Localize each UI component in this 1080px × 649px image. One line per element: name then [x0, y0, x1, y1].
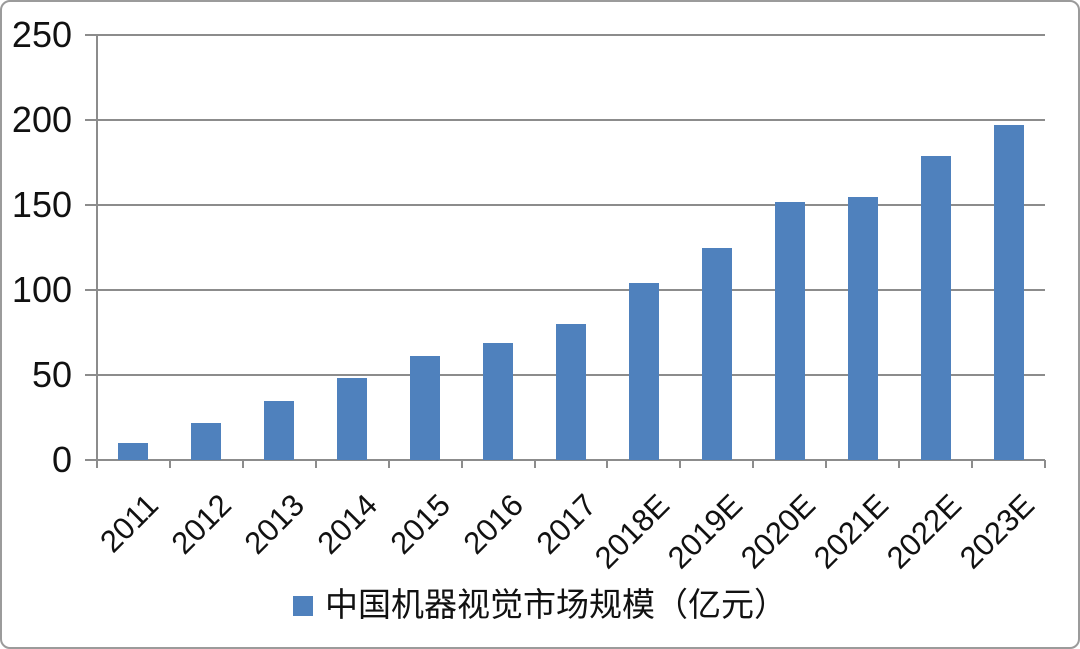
y-tick-50 — [85, 374, 97, 376]
x-tick-8 — [679, 460, 682, 468]
bar-2019E — [701, 247, 732, 460]
y-axis-label-0: 0 — [51, 439, 72, 480]
y-axis-line — [96, 35, 98, 468]
bar-2015 — [410, 356, 441, 460]
bar-2012 — [191, 422, 222, 460]
x-tick-2 — [241, 460, 244, 468]
bar-2020E — [774, 201, 805, 460]
bar-2014 — [337, 378, 368, 460]
x-tick-13 — [1044, 460, 1046, 468]
x-tick-9 — [752, 460, 755, 468]
y-tick-150 — [85, 204, 97, 206]
y-axis-label-250: 250 — [11, 14, 72, 55]
x-tick-5 — [460, 460, 463, 468]
bar-2022E — [920, 155, 951, 460]
legend-label: 中国机器视觉市场规模（亿元） — [325, 588, 787, 624]
y-axis-label-150: 150 — [11, 184, 72, 225]
gridline-150 — [97, 204, 1045, 206]
y-tick-100 — [85, 289, 97, 291]
gridline-100 — [97, 289, 1045, 291]
y-tick-200 — [85, 119, 97, 121]
y-tick-250 — [85, 34, 97, 36]
x-tick-1 — [168, 460, 171, 468]
y-axis-label-100: 100 — [11, 269, 72, 310]
gridline-250 — [97, 34, 1045, 36]
y-axis-label-50: 50 — [31, 354, 72, 395]
bar-2017 — [556, 324, 586, 460]
bar-2023E — [993, 125, 1024, 460]
bar-2016 — [483, 342, 514, 460]
bar-2018E — [628, 283, 659, 460]
legend-square-icon — [293, 596, 313, 616]
x-tick-11 — [898, 460, 901, 468]
y-axis-label-200: 200 — [11, 99, 72, 140]
bar-2021E — [847, 196, 878, 460]
chart-legend: 中国机器视觉市场规模（亿元） — [2, 587, 1078, 625]
y-tick-0 — [85, 459, 97, 461]
x-axis-line — [97, 459, 1045, 461]
x-tick-0 — [96, 460, 98, 468]
x-tick-7 — [606, 460, 609, 468]
bar-2011 — [118, 443, 149, 460]
x-tick-3 — [314, 460, 317, 468]
bar-2013 — [264, 400, 295, 460]
x-tick-6 — [533, 460, 536, 468]
x-tick-4 — [387, 460, 390, 468]
x-tick-12 — [971, 460, 974, 468]
gridline-200 — [97, 119, 1045, 121]
x-tick-10 — [825, 460, 828, 468]
